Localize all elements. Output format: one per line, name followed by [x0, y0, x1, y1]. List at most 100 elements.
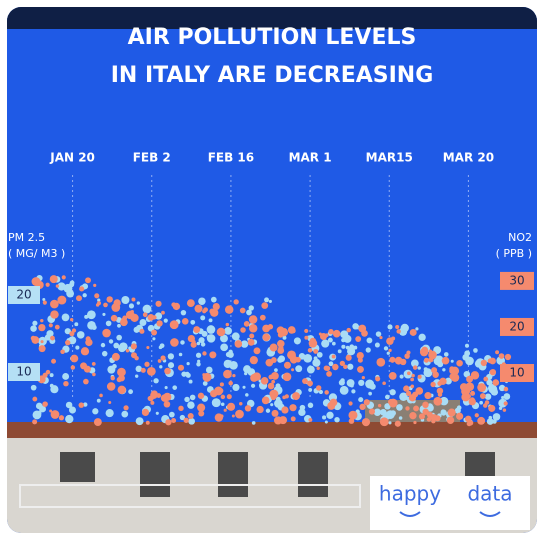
dot: [464, 343, 470, 348]
dot: [169, 320, 179, 330]
y2-axis-label: NO2: [508, 231, 532, 244]
dot: [188, 417, 195, 425]
dot: [433, 396, 443, 406]
dot: [298, 408, 306, 417]
dot: [329, 398, 338, 407]
dot: [45, 282, 50, 287]
dot: [289, 404, 297, 412]
dot: [426, 417, 432, 422]
dot: [117, 367, 126, 377]
dot: [37, 410, 42, 416]
dot: [465, 356, 474, 366]
dot: [198, 410, 205, 417]
dot: [321, 339, 330, 348]
dot: [282, 372, 292, 382]
dot: [38, 345, 46, 353]
dot: [343, 364, 348, 370]
dot: [234, 340, 243, 348]
dot: [30, 335, 36, 341]
dot: [390, 410, 396, 417]
dot: [405, 390, 412, 397]
window: [465, 452, 495, 477]
dot: [503, 401, 508, 406]
dot: [240, 340, 249, 348]
dot: [339, 360, 345, 367]
dot: [164, 367, 171, 375]
dot: [316, 366, 320, 370]
dot: [456, 359, 463, 367]
dot: [179, 414, 186, 421]
dot: [358, 397, 364, 403]
dot: [235, 409, 244, 419]
dot: [405, 406, 410, 411]
dot: [106, 382, 116, 391]
dot: [466, 375, 474, 383]
dot: [69, 317, 74, 322]
dot: [358, 324, 367, 333]
dot: [220, 394, 226, 400]
dot: [110, 375, 115, 381]
dot: [232, 383, 240, 391]
title: AIR POLLUTION LEVELS: [128, 25, 417, 50]
dot: [154, 312, 163, 320]
dot: [261, 396, 270, 405]
x-tick-label: MAR15: [366, 151, 413, 165]
dot: [223, 408, 227, 412]
dot: [435, 355, 444, 364]
dot: [428, 350, 437, 360]
dot: [133, 326, 140, 333]
dot: [180, 340, 185, 345]
dot: [96, 398, 101, 403]
dot: [498, 384, 506, 392]
dot: [65, 414, 74, 424]
dot: [290, 328, 296, 334]
dot: [267, 382, 275, 390]
dot: [167, 362, 175, 369]
dot: [83, 402, 88, 407]
dot: [439, 377, 447, 385]
dot: [181, 371, 187, 377]
dot: [327, 337, 333, 343]
dot: [487, 383, 497, 393]
dot: [128, 389, 134, 395]
dot: [278, 416, 288, 425]
dot: [295, 365, 303, 373]
dot: [223, 369, 232, 379]
window: [140, 452, 170, 497]
dot: [269, 343, 278, 352]
dot: [488, 404, 496, 412]
dot: [383, 346, 389, 351]
dot: [498, 353, 505, 359]
dot: [268, 374, 274, 380]
dot: [409, 328, 417, 336]
dot: [177, 364, 185, 371]
dot: [147, 313, 155, 321]
balcony: [19, 484, 361, 508]
dot: [135, 374, 139, 378]
dot: [142, 312, 148, 318]
dot: [113, 342, 120, 349]
dot: [454, 407, 461, 414]
logo-word: data: [467, 482, 512, 506]
dot: [436, 387, 444, 395]
dot: [111, 352, 120, 361]
dot: [326, 411, 334, 419]
dot: [82, 293, 87, 298]
dot: [249, 333, 255, 339]
dot: [92, 372, 96, 377]
dot: [155, 300, 162, 307]
dot: [167, 353, 175, 360]
dot: [503, 393, 511, 400]
dot: [171, 302, 177, 308]
dot: [395, 325, 400, 330]
dot: [70, 354, 79, 363]
dot: [394, 420, 401, 427]
dot: [216, 327, 226, 337]
dot: [449, 373, 456, 380]
dot: [225, 351, 232, 358]
dot: [157, 359, 162, 363]
dot: [112, 364, 117, 369]
dot: [201, 330, 208, 337]
dot: [345, 354, 352, 361]
